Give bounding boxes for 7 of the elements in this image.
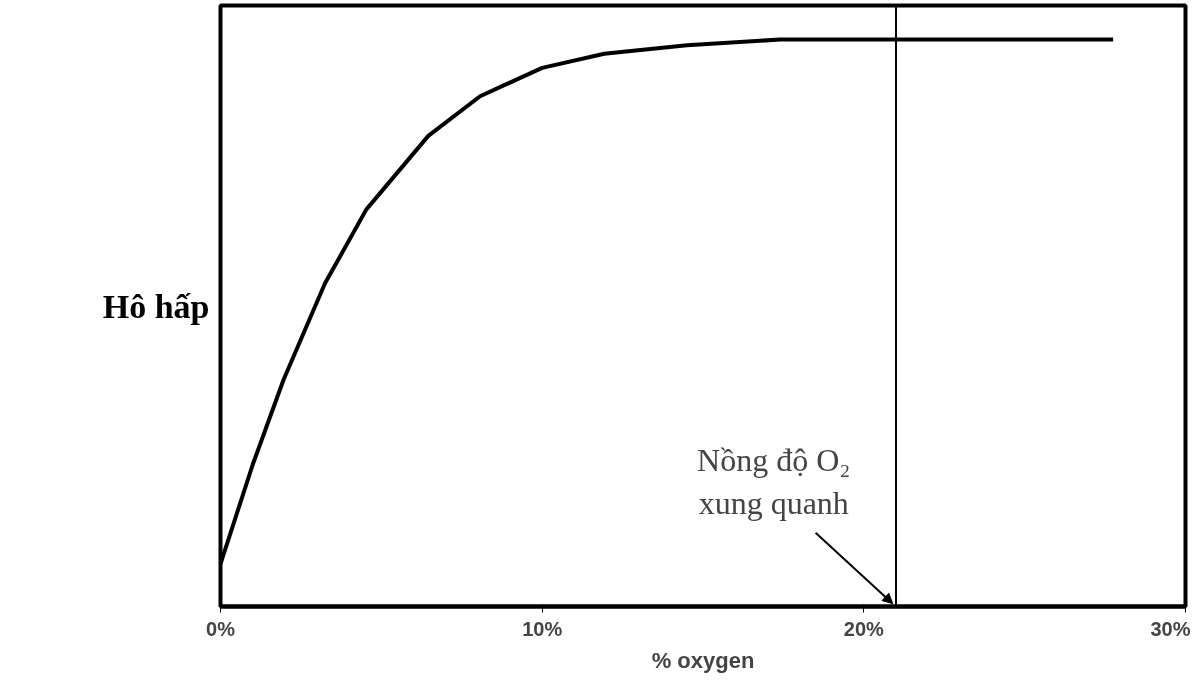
- x-tick-label: 30%: [1150, 617, 1191, 640]
- x-tick-label: 20%: [843, 617, 885, 640]
- x-tick-label: 10%: [522, 617, 563, 640]
- x-tick-label: 0%: [206, 617, 236, 640]
- annotation: Nồng độ O₂ xung quanh: [697, 442, 851, 522]
- x-axis-title: % oxygen: [651, 647, 755, 673]
- y-axis-title: Hô hấp: [102, 287, 210, 325]
